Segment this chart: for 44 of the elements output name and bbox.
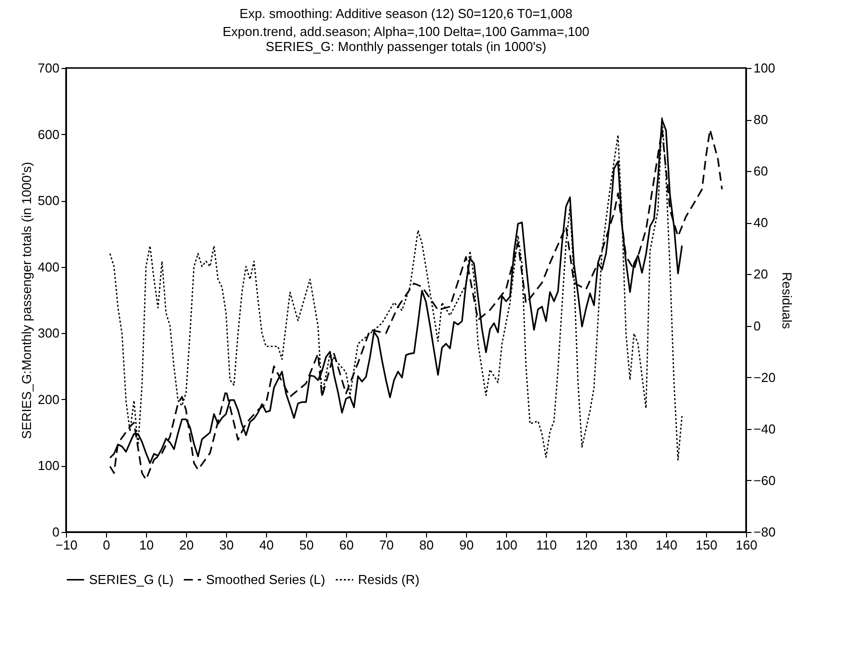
x-tick-label: 100 [496, 538, 518, 552]
y2-tick-label: −80 [754, 524, 776, 540]
x-tick-label: 150 [696, 538, 718, 552]
y2-tick-label: 100 [754, 60, 776, 76]
x-tick-label: 140 [656, 538, 678, 552]
legend-label: Smoothed Series (L) [206, 572, 326, 587]
x-tick-label: 90 [459, 538, 474, 552]
y-tick-label: 700 [38, 60, 60, 76]
chart-title: Exp. smoothing: Additive season (12) S0=120,6 T0=1,008 [240, 6, 572, 21]
y2-tick-label: 20 [754, 266, 768, 282]
x-tick-label: 130 [616, 538, 638, 552]
y2-tick-label: −40 [754, 421, 776, 436]
legend-label: Resids (R) [358, 572, 420, 587]
y2-tick-label: 60 [754, 164, 768, 179]
y2-tick-label: 40 [754, 215, 768, 230]
x-tick-label: 120 [576, 538, 598, 552]
chart-subtitle: Expon.trend, add.season; Alpha=,100 Delta=,100 Gamma=,100 [222, 24, 590, 39]
x-tick-label: 60 [339, 538, 354, 552]
y-tick-label: 0 [52, 524, 60, 540]
y-tick-label: 500 [38, 193, 60, 208]
x-tick-label: 50 [299, 538, 314, 552]
y-axis-title: SERIES_G:Monthly passenger totals (in 1000's) [18, 162, 34, 440]
x-tick-label: 160 [736, 538, 758, 552]
y-tick-label: 200 [38, 392, 60, 407]
y2-tick-label: −60 [754, 472, 776, 488]
x-tick-label: 110 [536, 538, 557, 552]
x-tick-label: 0 [102, 538, 110, 552]
x-tick-label: 70 [379, 538, 394, 552]
y2-axis-title: Residuals [780, 272, 795, 330]
x-tick-label: 20 [179, 538, 194, 552]
x-tick-label: 10 [139, 538, 154, 552]
x-tick-label: 30 [219, 538, 234, 552]
y2-tick-label: 0 [754, 318, 761, 334]
y-tick-label: 600 [38, 126, 60, 142]
y-tick-label: 300 [38, 326, 60, 341]
y-tick-label: 400 [38, 259, 60, 274]
y-tick-label: 100 [38, 458, 60, 474]
y2-tick-label: 80 [754, 112, 768, 128]
x-tick-label: −10 [55, 538, 78, 552]
y2-tick-label: −20 [754, 370, 776, 385]
text: SERIES_G: Monthly passenger totals (in 1000's) [266, 39, 546, 54]
x-tick-label: 40 [259, 538, 274, 552]
x-tick-label: 80 [419, 538, 434, 552]
legend-label: SERIES_G (L) [89, 572, 174, 587]
